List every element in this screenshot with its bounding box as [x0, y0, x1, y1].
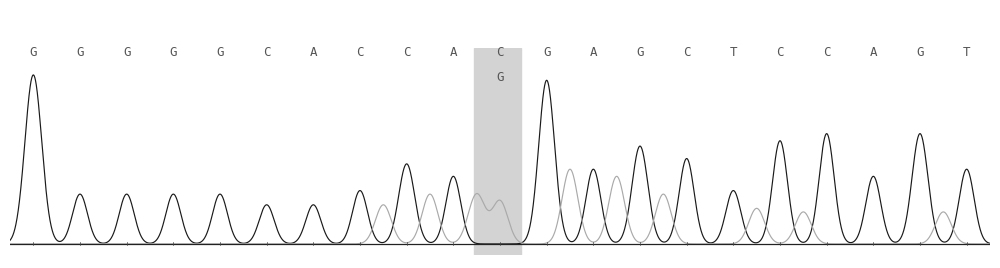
- Text: C: C: [496, 46, 504, 59]
- Text: A: A: [870, 46, 877, 59]
- Text: T: T: [963, 46, 970, 59]
- Text: G: G: [123, 46, 130, 59]
- Text: G: G: [496, 71, 504, 84]
- Text: A: A: [310, 46, 317, 59]
- Text: C: C: [823, 46, 830, 59]
- Text: G: G: [216, 46, 224, 59]
- Text: A: A: [590, 46, 597, 59]
- Text: G: G: [543, 46, 550, 59]
- Text: C: C: [776, 46, 784, 59]
- Bar: [474, 48, 521, 255]
- Text: G: G: [76, 46, 84, 59]
- Text: G: G: [170, 46, 177, 59]
- Text: C: C: [263, 46, 270, 59]
- Text: C: C: [403, 46, 410, 59]
- Text: C: C: [356, 46, 364, 59]
- Text: C: C: [683, 46, 690, 59]
- Text: T: T: [730, 46, 737, 59]
- Text: A: A: [450, 46, 457, 59]
- Text: G: G: [636, 46, 644, 59]
- Text: G: G: [30, 46, 37, 59]
- Text: G: G: [916, 46, 924, 59]
